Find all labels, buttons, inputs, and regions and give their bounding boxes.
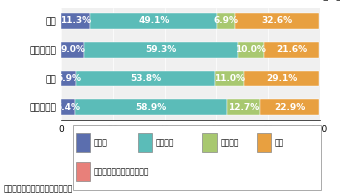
- Bar: [235, 13, 319, 29]
- Bar: [61, 42, 84, 58]
- Text: 49.1%: 49.1%: [138, 16, 170, 25]
- Text: 資料：韓国輸出入銀行から作成。: 資料：韓国輸出入銀行から作成。: [3, 184, 73, 193]
- Bar: [227, 99, 260, 115]
- Text: その他（非営利団体など）: その他（非営利団体など）: [94, 167, 149, 176]
- Text: 大企業: 大企業: [94, 138, 108, 147]
- Text: 59.3%: 59.3%: [146, 45, 177, 54]
- Bar: [84, 42, 238, 58]
- Text: 12.7%: 12.7%: [228, 103, 259, 112]
- Text: 10.0%: 10.0%: [235, 45, 266, 54]
- Text: 32.6%: 32.6%: [262, 16, 293, 25]
- Text: 11.3%: 11.3%: [60, 16, 91, 25]
- Bar: [264, 42, 319, 58]
- Bar: [238, 42, 264, 58]
- Text: 58.9%: 58.9%: [136, 103, 167, 112]
- Text: 11.0%: 11.0%: [214, 74, 245, 83]
- Bar: [76, 70, 216, 86]
- FancyBboxPatch shape: [76, 162, 90, 181]
- FancyBboxPatch shape: [202, 133, 217, 152]
- Text: 22.9%: 22.9%: [274, 103, 305, 112]
- Text: 個人: 個人: [275, 138, 284, 147]
- Bar: [61, 70, 76, 86]
- Bar: [260, 99, 319, 115]
- Text: 9.0%: 9.0%: [61, 45, 85, 54]
- Bar: [90, 13, 217, 29]
- Bar: [75, 99, 227, 115]
- Text: 5.4%: 5.4%: [56, 103, 81, 112]
- Bar: [61, 99, 75, 115]
- FancyBboxPatch shape: [76, 133, 90, 152]
- Text: 53.8%: 53.8%: [131, 74, 162, 83]
- Text: 21.6%: 21.6%: [276, 45, 307, 54]
- Text: 中小企業: 中小企業: [156, 138, 174, 147]
- Bar: [244, 70, 319, 86]
- FancyBboxPatch shape: [257, 133, 271, 152]
- FancyBboxPatch shape: [138, 133, 152, 152]
- Text: 6.9%: 6.9%: [214, 16, 239, 25]
- FancyBboxPatch shape: [73, 126, 321, 190]
- Bar: [217, 13, 235, 29]
- Text: 5.9%: 5.9%: [56, 74, 81, 83]
- Bar: [61, 13, 90, 29]
- Text: 29.1%: 29.1%: [266, 74, 297, 83]
- Bar: [216, 70, 244, 86]
- Text: （%）: （%）: [322, 0, 340, 1]
- Text: 個人企業: 個人企業: [220, 138, 239, 147]
